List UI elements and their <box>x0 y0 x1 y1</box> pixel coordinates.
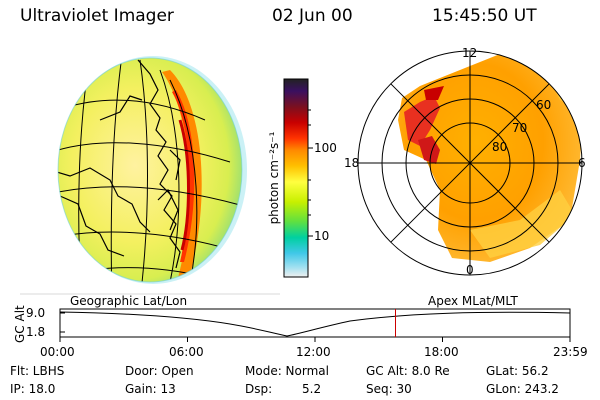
info-door: Door: Open <box>125 364 194 378</box>
altitude-ylabel: GC Alt <box>13 305 27 343</box>
info-glat: GLat: 56.2 <box>486 364 549 378</box>
mlt-label-18: 18 <box>344 156 360 170</box>
info-seq: Seq: 30 <box>366 382 412 396</box>
globe-panel <box>20 56 280 295</box>
mlt-label-12: 12 <box>462 46 478 60</box>
altitude-xtick-2359: 23:59 <box>553 345 588 359</box>
info-dsp-value: 5.2 <box>302 382 322 396</box>
altitude-xtick-0000: 00:00 <box>40 345 75 359</box>
altitude-xtick-0600: 06:00 <box>169 345 204 359</box>
date-label: 02 Jun 00 <box>272 6 353 26</box>
mlat-label-80: 80 <box>492 140 508 154</box>
info-dsp-label: Dsp: <box>245 382 273 396</box>
coastlines <box>58 59 181 269</box>
left-panel-caption: Geographic Lat/Lon <box>70 294 188 308</box>
altitude-plot-frame <box>59 308 571 338</box>
altitude-ytick-max: 9.0 <box>26 306 46 320</box>
colorbar <box>283 78 313 278</box>
altitude-xtick-1200: 12:00 <box>296 345 331 359</box>
info-flt: Flt: LBHS <box>10 364 65 378</box>
altitude-plot <box>59 308 571 342</box>
mlt-label-0: 0 <box>466 263 474 277</box>
colorbar-tick-10: 10 <box>314 229 330 243</box>
colorbar-scale <box>283 78 309 278</box>
info-glon: GLon: 243.2 <box>486 382 559 396</box>
info-gc-alt: GC Alt: 8.0 Re <box>366 364 450 378</box>
info-mode: Mode: Normal <box>245 364 329 378</box>
instrument-title: Ultraviolet Imager <box>20 6 174 26</box>
mlat-label-70: 70 <box>512 121 528 135</box>
time-label: 15:45:50 UT <box>432 6 537 26</box>
info-ip: IP: 18.0 <box>10 382 56 396</box>
auroral-band <box>162 70 202 278</box>
colorbar-tick-100: 100 <box>314 141 337 155</box>
right-panel-caption: Apex MLat/MLT <box>428 294 518 308</box>
colorbar-unit-label: photon cm⁻²s⁻¹ <box>267 131 281 225</box>
altitude-xtick-1800: 18:00 <box>424 345 459 359</box>
mlt-label-6: 6 <box>578 156 586 170</box>
mlat-label-60: 60 <box>536 98 552 112</box>
info-gain: Gain: 13 <box>125 382 176 396</box>
altitude-ytick-min: 1.8 <box>26 325 46 339</box>
altitude-curve <box>59 311 571 337</box>
polar-panel <box>357 50 583 276</box>
